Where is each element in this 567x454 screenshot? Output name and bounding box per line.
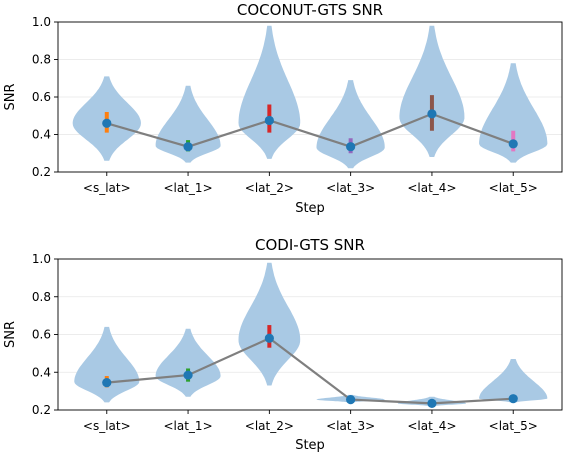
x-tick-label: <s_lat> xyxy=(83,419,131,433)
mean-point-1 xyxy=(102,378,111,387)
violin-3 xyxy=(239,26,301,159)
y-axis-label: SNR xyxy=(3,83,18,110)
y-axis-label: SNR xyxy=(3,321,18,348)
y-tick-label: 0.6 xyxy=(32,328,51,342)
chart-title: CODI-GTS SNR xyxy=(255,236,365,254)
y-tick-label: 0.2 xyxy=(32,165,51,179)
x-tick-label: <lat_4> xyxy=(407,181,456,195)
violin-2 xyxy=(156,329,221,397)
mean-point-1 xyxy=(102,119,111,128)
y-tick-label: 0.2 xyxy=(32,403,51,417)
y-tick-label: 0.6 xyxy=(32,90,51,104)
x-tick-label: <lat_2> xyxy=(245,181,294,195)
mean-point-6 xyxy=(509,394,518,403)
x-tick-label: <lat_5> xyxy=(489,181,538,195)
mean-point-6 xyxy=(509,139,518,148)
x-tick-label: <s_lat> xyxy=(83,181,131,195)
mean-point-5 xyxy=(427,109,436,118)
mean-point-2 xyxy=(183,370,192,379)
mean-point-2 xyxy=(183,142,192,151)
y-tick-label: 0.8 xyxy=(32,53,51,67)
y-tick-label: 1.0 xyxy=(32,252,51,266)
y-tick-label: 1.0 xyxy=(32,15,51,29)
x-tick-label: <lat_2> xyxy=(245,419,294,433)
mean-point-4 xyxy=(346,395,355,404)
x-tick-label: <lat_1> xyxy=(163,181,212,195)
coconut-gts-snr-chart: 0.2 0.4 0.6 0.8 1.0 <s_lat> <lat_1> <lat_2> <lat… xyxy=(3,1,562,216)
x-tick-label: <lat_3> xyxy=(326,181,375,195)
codi-gts-snr-chart: 0.2 0.4 0.6 0.8 1.0 <s_lat> <lat_1> <lat_2> <lat… xyxy=(3,236,562,453)
x-axis-label: Step xyxy=(295,201,325,216)
mean-point-3 xyxy=(265,116,274,125)
violin-4 xyxy=(317,80,385,168)
x-tick-label: <lat_5> xyxy=(489,419,538,433)
mean-point-5 xyxy=(427,399,436,408)
violin-5 xyxy=(399,26,464,157)
chart-title: COCONUT-GTS SNR xyxy=(237,1,383,19)
y-tick-label: 0.4 xyxy=(32,365,51,379)
violin-1 xyxy=(74,327,139,403)
x-tick-label: <lat_4> xyxy=(407,419,456,433)
x-tick-label: <lat_3> xyxy=(326,419,375,433)
y-tick-label: 0.8 xyxy=(32,290,51,304)
mean-point-3 xyxy=(265,334,274,343)
violin-3 xyxy=(239,263,301,386)
x-axis-label: Step xyxy=(295,438,325,453)
y-tick-label: 0.4 xyxy=(32,128,51,142)
x-tick-label: <lat_1> xyxy=(163,419,212,433)
mean-point-4 xyxy=(346,142,355,151)
